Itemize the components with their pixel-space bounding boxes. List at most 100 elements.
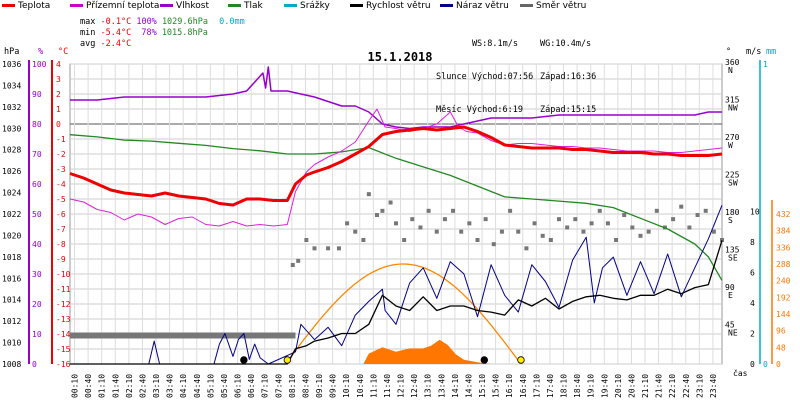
- x-tick-label: 02:10: [125, 374, 134, 398]
- wind-dir-point: [524, 246, 529, 251]
- wind-dir-point: [589, 221, 594, 226]
- wind-dir-point: [353, 229, 358, 234]
- wind-dir-tick: 45: [725, 321, 735, 330]
- wind-dir-point: [711, 229, 716, 234]
- x-tick-label: 04:10: [179, 374, 188, 398]
- solar-tick: 144: [776, 310, 791, 319]
- solar-tick: 240: [776, 277, 791, 286]
- rain-tick: 1: [763, 60, 768, 69]
- legend-item: Směr větru: [520, 1, 586, 11]
- x-tick-label: 15:40: [492, 374, 501, 398]
- pressure-tick: 1028: [2, 146, 21, 155]
- wind-dir-label: W: [728, 141, 733, 150]
- x-tick-label: 22:40: [682, 374, 691, 398]
- temp-tick: -5: [56, 195, 66, 204]
- pressure-tick: 1012: [2, 317, 21, 326]
- temp-tick: -6: [56, 210, 66, 219]
- wind-dir-point: [434, 229, 439, 234]
- temp-tick: -12: [56, 300, 71, 309]
- wind-gust-stat: WG:10.4m/s: [540, 39, 592, 49]
- x-tick-label: 02:40: [138, 374, 147, 398]
- stats-min-row: min -5.4°C 78% 1015.8hPa: [80, 28, 245, 39]
- wind-dir-point: [654, 208, 659, 213]
- temp-tick: 0: [56, 120, 61, 129]
- solar-tick: 96: [776, 327, 786, 336]
- temp-tick: -4: [56, 180, 66, 189]
- wind-dir-label: N: [728, 66, 733, 75]
- wind-dir-point: [442, 217, 447, 222]
- pressure-tick: 1030: [2, 124, 21, 133]
- legend-swatch: [160, 4, 173, 7]
- humidity-tick: 70: [32, 150, 42, 159]
- wind-dir-point: [290, 263, 295, 267]
- max-hum: 100%: [136, 17, 157, 27]
- legend-item: Náraz větru: [440, 1, 509, 11]
- legend-swatch: [440, 4, 453, 7]
- legend-label: Náraz větru: [456, 1, 509, 11]
- wind-dir-label: NW: [728, 104, 738, 113]
- wind-speed-tick: 4: [750, 299, 755, 308]
- solar-tick: 0: [776, 360, 781, 369]
- x-tick-label: 18:10: [560, 374, 569, 398]
- wind-dir-label: E: [728, 291, 733, 300]
- unit-deg: °: [726, 47, 732, 57]
- wind-dir-point: [388, 200, 393, 205]
- avg-label: avg: [80, 39, 96, 49]
- humidity-tick: 10: [32, 330, 42, 339]
- rain-tick: 0: [763, 360, 768, 369]
- x-tick-label: 20:40: [627, 374, 636, 398]
- x-tick-label: 23:10: [695, 374, 704, 398]
- wind-dir-point: [516, 229, 521, 234]
- temp-tick: -9: [56, 255, 66, 264]
- x-tick-label: 08:40: [301, 374, 310, 398]
- solar-theoretical-curve: [284, 263, 520, 365]
- wind-dir-point: [687, 225, 692, 230]
- legend-item: Teplota: [2, 1, 50, 11]
- temp-tick: -1: [56, 135, 66, 144]
- legend-label: Tlak: [244, 1, 263, 11]
- dew-point-band: [70, 332, 296, 339]
- wind-dir-label: NE: [728, 329, 738, 338]
- x-tick-label: 09:40: [329, 374, 338, 398]
- wind-dir-point: [532, 221, 537, 226]
- x-tick-label: 07:10: [261, 374, 270, 398]
- wind-dir-tick: 90: [725, 283, 735, 292]
- unit-degc: °C: [58, 47, 69, 57]
- wind-dir-point: [614, 238, 619, 242]
- x-tick-label: 11:40: [383, 374, 392, 398]
- x-tick-label: 10:10: [342, 374, 351, 398]
- x-tick-label: 01:40: [111, 374, 120, 398]
- x-tick-label: 12:10: [397, 374, 406, 398]
- max-press: 1029.6hPa: [161, 17, 208, 27]
- x-tick-label: 20:10: [614, 374, 623, 398]
- wind-speed-tick: 6: [750, 268, 755, 277]
- moon_rise-marker: [240, 356, 248, 364]
- pressure-tick: 1022: [2, 210, 21, 219]
- wind-dir-point: [508, 208, 513, 213]
- ground-temp-line: [69, 108, 723, 227]
- temp-tick: -10: [56, 270, 71, 279]
- x-tick-label: 05:40: [220, 374, 229, 398]
- x-tick-label: 00:10: [71, 374, 80, 398]
- wind-dir-point: [491, 242, 496, 247]
- wind-speed-tick: 2: [750, 329, 755, 338]
- wind-dir-point: [366, 192, 371, 197]
- wind-dir-point: [483, 217, 488, 222]
- wind-dir-point: [380, 208, 385, 213]
- unit-ms: m/s: [746, 47, 762, 57]
- x-tick-label: 05:10: [206, 374, 215, 398]
- humidity-tick: 90: [32, 90, 42, 99]
- pressure-tick: 1020: [2, 231, 21, 240]
- temp-tick: 4: [56, 60, 61, 69]
- wind-dir-point: [695, 213, 700, 217]
- wind-dir-point: [418, 225, 423, 230]
- humidity-tick: 30: [32, 270, 42, 279]
- wind-dir-point: [374, 213, 379, 217]
- solar-tick: 384: [776, 227, 791, 236]
- temp-tick: -2: [56, 150, 66, 159]
- unit-hpa: hPa: [4, 47, 20, 57]
- wind-dir-point: [581, 229, 586, 234]
- temp-tick: -3: [56, 165, 66, 174]
- pressure-tick: 1018: [2, 253, 21, 262]
